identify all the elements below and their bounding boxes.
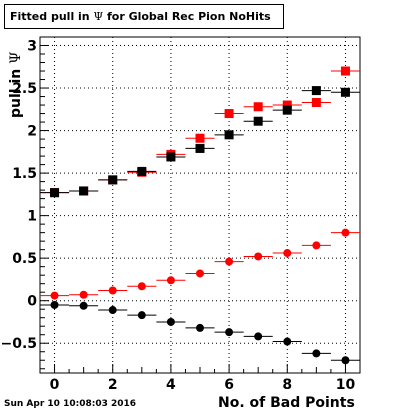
data-point-circle: [283, 337, 292, 346]
x-tick-label: 0: [50, 377, 60, 393]
data-point-circle: [79, 290, 88, 299]
data-point-square: [311, 97, 321, 107]
y-axis-label: pull in Ψ: [8, 38, 24, 118]
data-point-circle: [341, 228, 350, 237]
x-tick-label: 10: [336, 377, 356, 393]
x-tick-label: 6: [224, 377, 234, 393]
chart-title-suffix: for Global Rec Pion NoHits: [103, 10, 271, 23]
x-axis-label: No. of Bad Points: [218, 395, 355, 411]
y-tick-label: 0.5: [12, 251, 37, 267]
series-1: [40, 86, 360, 198]
x-tick-label: 8: [282, 377, 292, 393]
data-point-square: [224, 130, 234, 140]
data-point-circle: [196, 323, 204, 332]
data-point-circle: [50, 300, 59, 309]
data-point-circle: [196, 269, 204, 278]
data-point-circle: [312, 241, 321, 250]
y-tick-label: 3: [27, 39, 37, 55]
data-point-circle: [166, 276, 175, 285]
data-point-circle: [341, 356, 350, 365]
data-point-circle: [312, 349, 321, 358]
y-tick-label: 2.5: [12, 81, 37, 97]
x-tick-label: 2: [108, 377, 118, 393]
chart-title: Fitted pull in Ψ for Global Rec Pion NoH…: [4, 4, 284, 29]
y-tick-label: −0.5: [0, 336, 37, 352]
data-point-square: [340, 87, 350, 97]
data-point-circle: [137, 311, 146, 320]
data-point-circle: [137, 282, 146, 291]
series-2: [40, 228, 360, 300]
data-point-square: [50, 188, 60, 198]
y-tick-label: 1: [27, 209, 37, 225]
data-point-circle: [254, 252, 263, 261]
data-point-square: [108, 175, 118, 185]
data-point-square: [195, 143, 205, 153]
y-tick-label: 1.5: [12, 166, 37, 182]
data-point-circle: [50, 291, 59, 300]
data-point-circle: [108, 286, 117, 295]
data-point-circle: [225, 328, 234, 337]
data-point-square: [311, 86, 321, 96]
chart-title-symbol: Ψ: [93, 10, 104, 23]
y-tick-label: 0: [27, 294, 37, 310]
chart-title-prefix: Fitted pull in: [10, 10, 94, 23]
date-stamp: Sun Apr 10 10:08:03 2016: [4, 399, 137, 409]
series-3: [40, 300, 360, 365]
data-point-circle: [166, 317, 175, 326]
data-point-circle: [225, 257, 234, 266]
data-point-square: [282, 100, 292, 110]
data-point-circle: [254, 332, 263, 341]
data-point-square: [137, 166, 147, 176]
y-axis-label-text: pull in: [8, 63, 24, 118]
data-point-square: [253, 116, 263, 126]
data-point-square: [224, 109, 234, 119]
data-point-square: [166, 152, 176, 162]
data-point-square: [195, 133, 205, 143]
data-point-circle: [283, 249, 292, 258]
y-axis-label-symbol: Ψ: [8, 51, 24, 64]
y-tick-label: 2: [27, 124, 37, 140]
data-point-square: [79, 186, 89, 196]
data-point-square: [340, 66, 350, 76]
data-point-square: [282, 105, 292, 115]
x-tick-label: 4: [166, 377, 176, 393]
data-point-circle: [108, 306, 117, 315]
data-point-square: [253, 102, 263, 112]
data-point-circle: [79, 301, 88, 310]
